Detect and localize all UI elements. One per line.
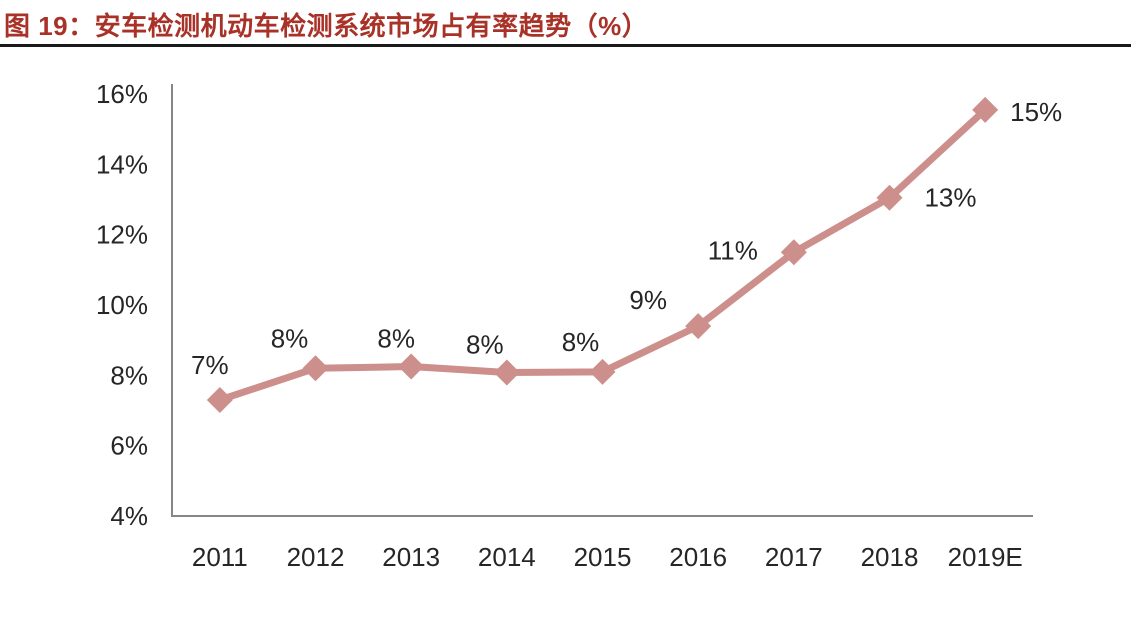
data-point-label: 8% [562,327,600,357]
x-axis-tick-label: 2012 [287,542,345,572]
data-point-marker [302,355,329,382]
data-point-marker [876,184,903,211]
data-point-marker [780,239,807,266]
x-axis-tick-label: 2017 [765,542,823,572]
y-axis-tick-label: 8% [110,360,148,390]
data-point-marker [972,96,999,123]
data-point-label: 11% [708,235,758,265]
data-point-label: 8% [377,324,415,354]
y-axis-tick-label: 12% [96,220,148,250]
data-point-label: 8% [466,330,504,360]
data-point-label: 8% [271,323,309,353]
x-axis-tick-label: 2014 [478,542,536,572]
data-point-label: 9% [629,285,667,315]
data-point-label: 7% [191,350,229,380]
figure-title: 图 19：安车检测机动车检测系统市场占有率趋势（%） [4,11,649,41]
data-point-marker [206,386,233,413]
y-axis-tick-label: 4% [110,501,148,531]
x-axis-tick-label: 2019E [948,542,1023,572]
trend-line [216,106,989,404]
y-axis-tick-label: 16% [96,79,148,109]
x-axis-tick-label: 2011 [192,542,248,572]
x-axis-tick-label: 2018 [861,542,919,572]
data-point-label: 13% [924,183,976,213]
data-point-marker [398,353,425,380]
title-underline [0,44,1131,47]
data-point-marker [493,359,520,386]
y-axis-tick-label: 6% [110,431,148,461]
y-axis-tick-label: 10% [96,290,148,320]
x-axis-tick-label: 2016 [669,542,727,572]
data-point-marker [685,313,712,340]
x-axis-tick-label: 2015 [574,542,632,572]
x-axis-tick-label: 2013 [382,542,440,572]
data-point-marker [589,358,616,385]
y-axis-tick-label: 14% [96,149,148,179]
data-point-label: 15% [1010,97,1062,127]
